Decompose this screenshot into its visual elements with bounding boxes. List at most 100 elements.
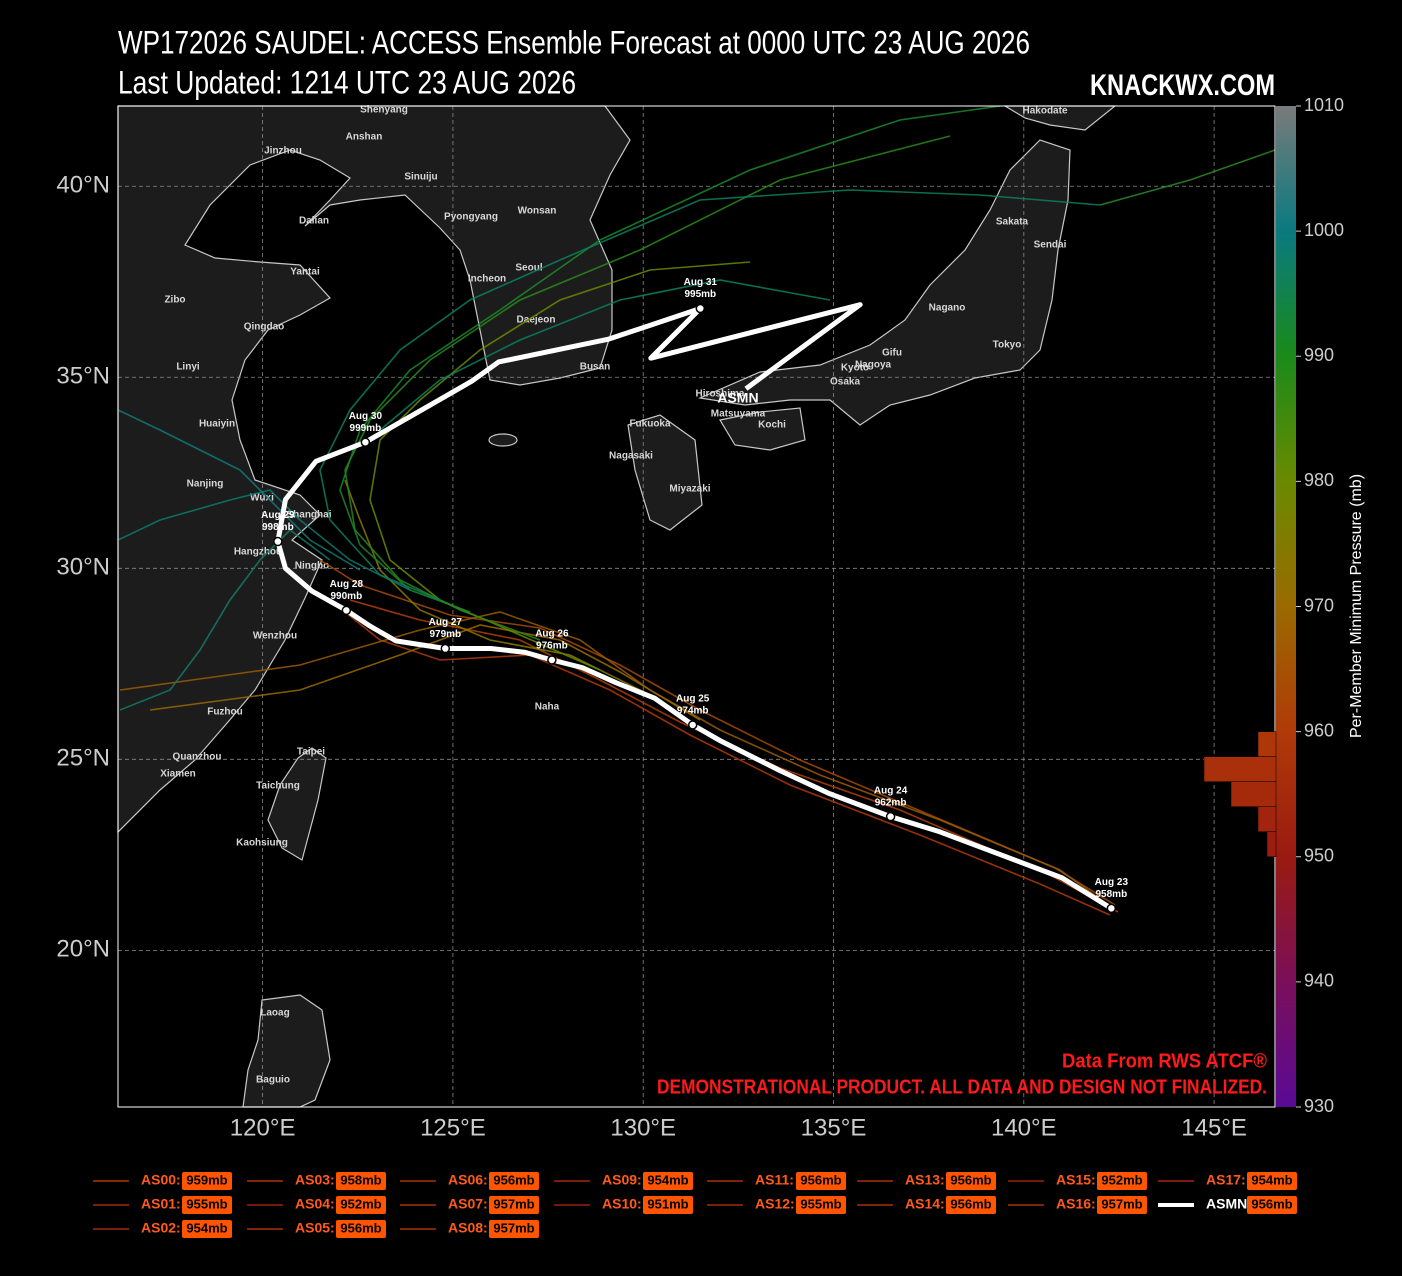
member-track — [379, 279, 831, 431]
city-label: Huaiyin — [199, 419, 235, 430]
legend-name: AS11: — [755, 1172, 794, 1188]
legend-value-box — [182, 1196, 232, 1214]
track-point — [695, 303, 706, 314]
city-label: Shanghai — [286, 510, 331, 521]
legend: AS00: 959mb AS01: 955mb AS02: 954mb AS03: 958mb… — [93, 1172, 1297, 1238]
histogram-bar — [1257, 731, 1277, 757]
legend-name: AS01: — [141, 1196, 181, 1212]
legend-value-box — [489, 1220, 539, 1238]
point-pressure: 995mb — [684, 289, 716, 300]
legend-value-box — [336, 1196, 386, 1214]
point-pressure: 976mb — [536, 641, 568, 652]
legend-name: AS03: — [295, 1172, 335, 1188]
y-tick-label: 30°N — [56, 554, 110, 581]
city-label: Qingdao — [244, 322, 285, 333]
point-date: Aug 31 — [684, 277, 718, 288]
city-label: Linyi — [176, 362, 200, 373]
legend-name: AS13: — [905, 1172, 945, 1188]
legend-value: 955mb — [186, 1196, 227, 1211]
legend-name: AS08: — [448, 1220, 488, 1236]
map-frame — [117, 105, 1276, 1108]
city-label: Matsuyama — [711, 409, 766, 420]
legend-name: AS09: — [602, 1172, 642, 1188]
city-label: Nagano — [929, 303, 966, 314]
city-label: Kyoto — [841, 363, 869, 374]
city-label: Kochi — [758, 420, 786, 431]
colorbar-tick-label: 950 — [1304, 846, 1334, 866]
land-kyushu — [627, 414, 703, 531]
city-label: Pyongyang — [444, 212, 498, 223]
point-pressure: 962mb — [875, 797, 907, 808]
city-label: Daejeon — [517, 315, 556, 326]
point-pressure: 990mb — [331, 591, 363, 602]
city-label: Wenzhou — [253, 631, 297, 642]
point-date: Aug 23 — [1095, 877, 1129, 888]
legend-value: 956mb — [950, 1196, 991, 1211]
colorbar-tick-label: 990 — [1304, 345, 1334, 365]
x-tick-label: 135°E — [801, 1114, 867, 1141]
colorbar-fill — [1276, 106, 1296, 1107]
legend-value: 956mb — [493, 1172, 534, 1187]
legend-value: 951mb — [647, 1196, 688, 1211]
city-label: Incheon — [468, 274, 506, 285]
brand: KNACKWX.COM — [1090, 69, 1275, 102]
point-date: Aug 26 — [535, 629, 569, 640]
city-label: Taichung — [256, 781, 300, 792]
legend-value-box — [643, 1196, 693, 1214]
city-label: Baguio — [256, 1075, 290, 1086]
member-track — [1099, 149, 1276, 206]
member-track — [117, 409, 361, 571]
legend-value: 956mb — [1251, 1196, 1292, 1211]
colorbar-tick-label: 1000 — [1304, 220, 1344, 240]
point-date: Aug 25 — [676, 694, 710, 705]
city-label: Xiamen — [160, 769, 196, 780]
colorbar-label: Per-Member Minimum Pressure (mb) — [1348, 474, 1365, 738]
legend-value: 957mb — [1101, 1196, 1142, 1211]
legend-value: 952mb — [1101, 1172, 1142, 1187]
colorbar-tick-label: 980 — [1304, 470, 1334, 490]
legend-value-box — [946, 1172, 996, 1190]
legend-name: AS00: — [141, 1172, 181, 1188]
member-track — [344, 479, 651, 696]
legend-value: 957mb — [493, 1196, 534, 1211]
y-tick-label: 40°N — [56, 172, 110, 199]
city-label: Dalian — [299, 216, 329, 227]
city-label: Hangzhou — [234, 547, 282, 558]
track-point — [341, 605, 352, 616]
point-date: Aug 27 — [429, 617, 463, 628]
city-label: Fukuoka — [629, 419, 671, 430]
colorbar-tick-label: 940 — [1304, 971, 1334, 991]
colorbar: 930 940 950 960 970 980 990 1000 1010 Per-Member … — [1203, 95, 1365, 1116]
city-label: Hiroshima — [696, 389, 745, 400]
city-label: Anshan — [346, 132, 383, 143]
legend-name: AS14: — [905, 1196, 945, 1212]
histogram-bar — [1266, 831, 1277, 857]
city-label: Nagoya — [855, 360, 892, 371]
legend-value-box — [182, 1172, 232, 1190]
track-point — [273, 536, 283, 547]
track-point — [360, 437, 371, 447]
point-date: Aug 28 — [330, 579, 364, 590]
colorbar-tick-label: 960 — [1304, 720, 1334, 740]
mean-track — [275, 302, 1113, 911]
city-label: Shenyang — [360, 105, 408, 116]
colorbar-tick-label: 970 — [1304, 595, 1334, 615]
x-tick-label: 140°E — [991, 1114, 1057, 1141]
city-label: Busan — [580, 362, 611, 373]
subtitle: Last Updated: 1214 UTC 23 AUG 2026 — [118, 64, 576, 100]
city-label: Taipei — [297, 747, 325, 758]
legend-name: ASMN: — [1206, 1196, 1252, 1212]
legend-name: AS06: — [448, 1172, 488, 1188]
city-label: Seoul — [515, 263, 542, 274]
point-pressure: 979mb — [429, 629, 461, 640]
land-taiwan — [267, 747, 327, 861]
legend-name: AS02: — [141, 1220, 181, 1236]
legend-value: 956mb — [950, 1172, 991, 1187]
land-asia — [117, 105, 631, 834]
track-point — [885, 811, 896, 822]
city-label: Yantai — [290, 267, 320, 278]
city-label: Sendai — [1034, 240, 1067, 251]
legend-name: AS04: — [295, 1196, 335, 1212]
